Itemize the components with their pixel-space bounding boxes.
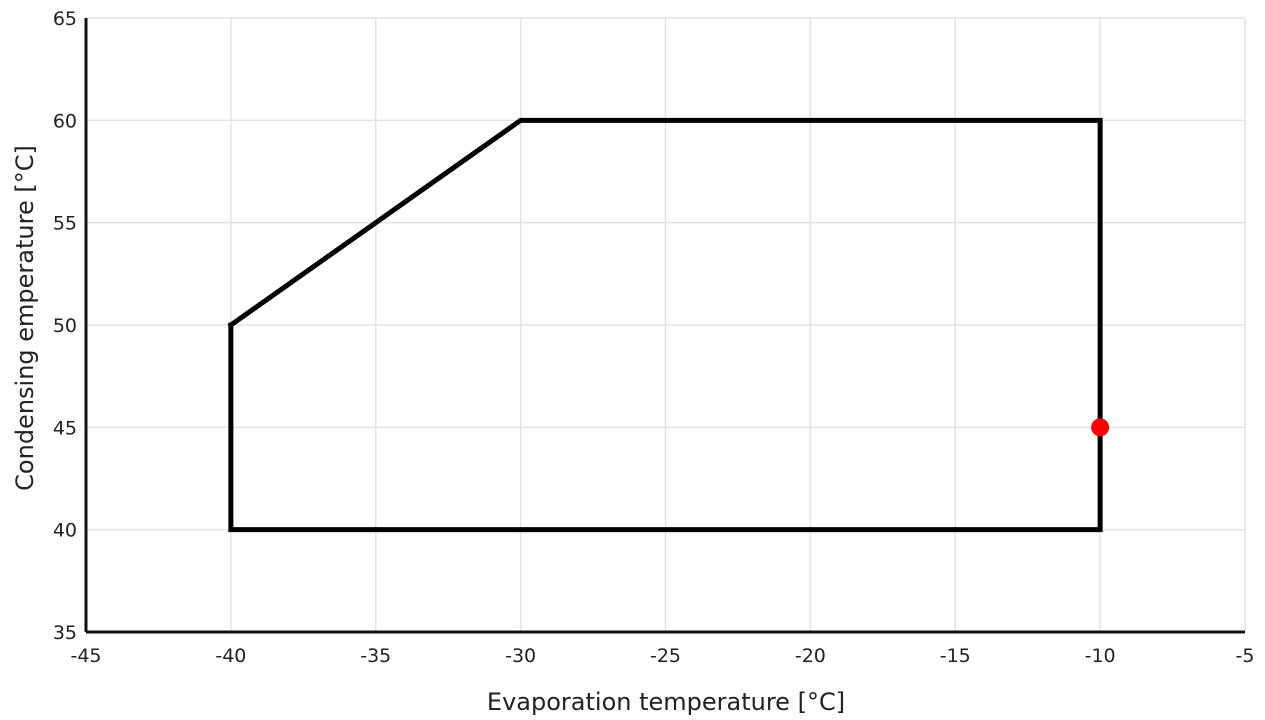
x-tick-label: -40 <box>215 645 246 667</box>
x-tick-label: -10 <box>1085 645 1116 667</box>
x-tick-label: -15 <box>940 645 971 667</box>
y-tick-label: 40 <box>53 520 77 542</box>
y-axis-label: Condensing emperature [°C] <box>11 145 39 491</box>
x-axis-label: Evaporation temperature [°C] <box>487 688 845 716</box>
series-layer <box>227 117 1110 533</box>
x-tick-label: -5 <box>1236 645 1255 667</box>
x-tick-label: -45 <box>70 645 101 667</box>
y-tick-label: 35 <box>53 622 77 644</box>
x-tick-label: -30 <box>505 645 536 667</box>
y-tick-label: 45 <box>53 417 77 439</box>
axes <box>84 18 1245 634</box>
grid <box>86 17 1246 632</box>
y-tick-label: 65 <box>53 8 77 30</box>
y-tick-label: 60 <box>53 110 77 132</box>
operating-point-marker <box>1091 418 1110 437</box>
y-tick-label: 50 <box>53 315 77 337</box>
tick-labels: -45 -40 -35 -30 -25 -20 -15 -10 -5 35 40 45 50 55 60 65 <box>53 8 1255 667</box>
y-tick-label: 55 <box>53 213 77 235</box>
envelope-line <box>227 117 1103 533</box>
x-tick-label: -35 <box>360 645 391 667</box>
x-tick-label: -20 <box>795 645 826 667</box>
x-tick-label: -25 <box>650 645 681 667</box>
